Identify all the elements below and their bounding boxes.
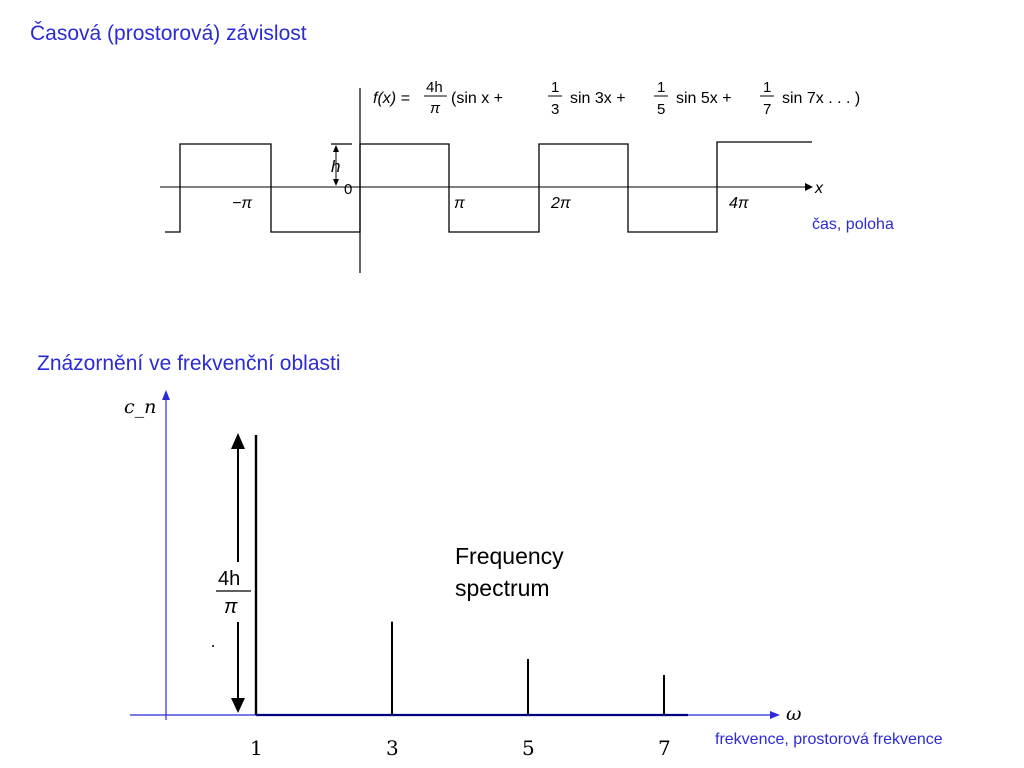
time-x-axis-arrow	[805, 183, 813, 191]
spectrum-title-line2: spectrum	[455, 575, 550, 601]
formula-t7-num: 1	[763, 79, 771, 96]
spectrum-title-line1: Frequency	[455, 543, 564, 569]
tick-label-pi: π	[454, 195, 465, 212]
spectrum-amplitude-arrow-up	[231, 433, 245, 449]
formula-t7-text: sin 7x . . . )	[782, 90, 860, 107]
spectrum-amplitude-num: 4h	[218, 568, 240, 590]
x-axis-label-omega: ω	[786, 703, 802, 725]
square-wave	[165, 141, 812, 233]
formula-t5-text: sin 5x +	[676, 90, 732, 107]
stray-dot	[212, 645, 214, 647]
formula-coef-num: 4h	[426, 79, 443, 96]
formula-t3-text: sin 3x +	[570, 90, 626, 107]
tick-label-4pi: 4π	[729, 195, 749, 212]
formula-t5-num: 1	[657, 79, 665, 96]
spectrum-category-label-7: 7	[658, 736, 671, 760]
spectrum-x-axis-arrow	[770, 711, 780, 719]
spectrum-category-labels: 1 3 5 7	[250, 736, 671, 760]
amplitude-label-bg	[214, 562, 254, 622]
spectrum-category-label-1: 1	[250, 736, 263, 760]
spectrum-amplitude-arrow-down	[231, 698, 245, 713]
amplitude-arrow-head-up	[333, 145, 339, 152]
frequency-domain-title: Znázornění ve frekvenční oblasti	[37, 352, 341, 375]
amplitude-arrow-head-down	[333, 179, 339, 186]
x-axis-label: x	[814, 180, 824, 197]
tick-label-2pi: 2π	[550, 195, 571, 212]
formula-open: (sin x +	[451, 90, 503, 107]
spectrum-bars	[254, 435, 665, 715]
spectrum-category-label-3: 3	[386, 736, 399, 760]
formula-t3-den: 3	[551, 101, 559, 118]
time-axis-caption: čas, poloha	[812, 216, 894, 233]
spectrum-y-axis-arrow	[162, 390, 170, 400]
spectrum-category-label-5: 5	[522, 736, 535, 760]
spectrum-amplitude-den: π	[224, 596, 238, 618]
frequency-axis-caption: frekvence, prostorová frekvence	[715, 731, 943, 748]
formula-t3-num: 1	[551, 79, 559, 96]
tick-label-minus-pi: −π	[232, 195, 252, 212]
origin-label: 0	[344, 181, 352, 198]
formula-t7-den: 7	[763, 101, 771, 118]
formula-coef-den: π	[430, 100, 441, 117]
amplitude-label: h	[331, 157, 340, 176]
fourier-formula: f(x) = 4h π (sin x + 1 3 sin 3x + 1 5 si…	[373, 79, 860, 118]
formula-lhs: f(x) =	[373, 90, 410, 107]
time-domain-title: Časová (prostorová) závislost	[30, 22, 307, 45]
y-axis-label: c_n	[124, 396, 156, 418]
formula-t5-den: 5	[657, 101, 665, 118]
